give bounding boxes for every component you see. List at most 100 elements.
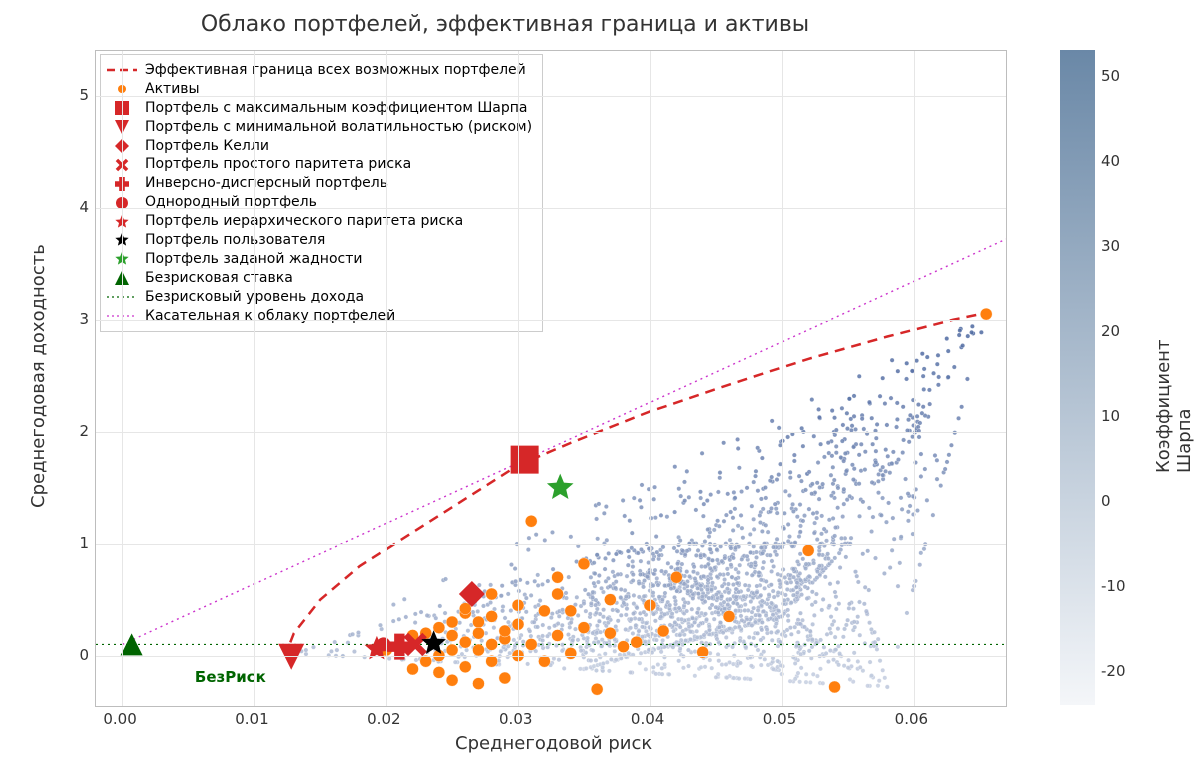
legend-item: Касательная к облаку портфелей: [107, 307, 532, 326]
asset-point: [499, 672, 511, 684]
asset-point: [525, 515, 537, 527]
legend-label: Портфель простого паритета риска: [145, 155, 411, 174]
legend-item: Портфель пользователя: [107, 231, 532, 250]
asset-point: [565, 647, 577, 659]
colorbar-tick: 0: [1101, 492, 1111, 510]
legend-item: Портфель Келли: [107, 137, 532, 156]
x-tick: 0.00: [103, 710, 136, 728]
grid-h: [96, 208, 1006, 209]
asset-point: [459, 636, 471, 648]
asset-point: [829, 681, 841, 693]
asset-point: [472, 644, 484, 656]
grid-v: [650, 51, 651, 706]
asset-point: [538, 655, 550, 667]
asset-point: [552, 588, 564, 600]
grid-v: [122, 51, 123, 706]
y-axis-label: Среднегодовая доходность: [28, 244, 49, 508]
grid-v: [914, 51, 915, 706]
plot-area: Эффективная граница всех возможных портф…: [95, 50, 1007, 707]
colorbar: [1060, 50, 1095, 705]
asset-point: [578, 622, 590, 634]
asset-point: [657, 625, 669, 637]
grid-h: [96, 656, 1006, 657]
x-axis-label: Среднегодовой риск: [455, 733, 652, 754]
x-tick: 0.03: [499, 710, 532, 728]
asset-point: [446, 644, 458, 656]
legend-label: Инверсно-дисперсный портфель: [145, 174, 388, 193]
asset-point: [525, 638, 537, 650]
legend-item: Портфель с максимальным коэффициентом Ша…: [107, 99, 532, 118]
asset-point: [618, 641, 630, 653]
portfolio-greed: [547, 474, 574, 499]
asset-point: [486, 638, 498, 650]
grid-h: [96, 320, 1006, 321]
asset-point: [980, 308, 992, 320]
asset-point: [723, 610, 735, 622]
colorbar-tick: 30: [1101, 237, 1120, 255]
portfolio-min-vol: [278, 644, 304, 670]
asset-point: [591, 683, 603, 695]
asset-point: [552, 629, 564, 641]
legend-label: Эффективная граница всех возможных портф…: [145, 61, 526, 80]
y-tick: 4: [79, 198, 89, 216]
grid-h: [96, 544, 1006, 545]
asset-point: [499, 625, 511, 637]
legend-item: Безрисковый уровень дохода: [107, 288, 532, 307]
grid-h: [96, 96, 1006, 97]
colorbar-tick: 10: [1101, 407, 1120, 425]
asset-point: [802, 544, 814, 556]
legend-label: Портфель пользователя: [145, 231, 325, 250]
asset-point: [552, 571, 564, 583]
asset-point: [578, 558, 590, 570]
legend-item: Портфель простого паритета риска: [107, 155, 532, 174]
asset-point: [486, 588, 498, 600]
legend-label: Касательная к облаку портфелей: [145, 307, 395, 326]
grid-v: [386, 51, 387, 706]
colorbar-tick: 20: [1101, 322, 1120, 340]
x-tick: 0.06: [895, 710, 928, 728]
asset-point: [433, 666, 445, 678]
asset-point: [565, 605, 577, 617]
asset-point: [538, 605, 550, 617]
asset-point: [631, 636, 643, 648]
legend-label: Портфель с минимальной волатильностью (р…: [145, 118, 532, 137]
grid-v: [782, 51, 783, 706]
asset-point: [604, 594, 616, 606]
asset-point: [433, 622, 445, 634]
asset-point: [472, 627, 484, 639]
x-tick: 0.01: [235, 710, 268, 728]
y-tick: 3: [79, 310, 89, 328]
y-tick: 2: [79, 422, 89, 440]
legend-item: Эффективная граница всех возможных портф…: [107, 61, 532, 80]
grid-v: [254, 51, 255, 706]
asset-point: [670, 571, 682, 583]
grid-h: [96, 432, 1006, 433]
legend-label: Портфель с максимальным коэффициентом Ша…: [145, 99, 528, 118]
asset-point: [420, 655, 432, 667]
portfolio-max-sharpe: [511, 446, 539, 474]
asset-point: [446, 629, 458, 641]
asset-point: [446, 674, 458, 686]
asset-point: [472, 616, 484, 628]
legend-label: Портфель Келли: [145, 137, 269, 156]
asset-point: [459, 661, 471, 673]
asset-point: [486, 610, 498, 622]
asset-point: [486, 655, 498, 667]
legend-item: Портфель иерархического паритета риска: [107, 212, 532, 231]
y-tick: 1: [79, 534, 89, 552]
legend-item: Портфель заданой жадности: [107, 250, 532, 269]
colorbar-tick: 40: [1101, 152, 1120, 170]
colorbar-label: Коэффициент Шарпа: [1153, 339, 1195, 472]
legend-item: Однородный портфель: [107, 193, 532, 212]
legend-item: Инверсно-дисперсный портфель: [107, 174, 532, 193]
asset-point: [407, 663, 419, 675]
asset-point: [604, 627, 616, 639]
y-tick: 5: [79, 86, 89, 104]
x-tick: 0.05: [763, 710, 796, 728]
colorbar-tick: -10: [1101, 577, 1126, 595]
legend-label: Портфель иерархического паритета риска: [145, 212, 463, 231]
chart-title: Облако портфелей, эффективная граница и …: [0, 12, 1010, 37]
colorbar-gradient: [1060, 50, 1095, 705]
asset-point: [472, 678, 484, 690]
asset-point: [446, 616, 458, 628]
